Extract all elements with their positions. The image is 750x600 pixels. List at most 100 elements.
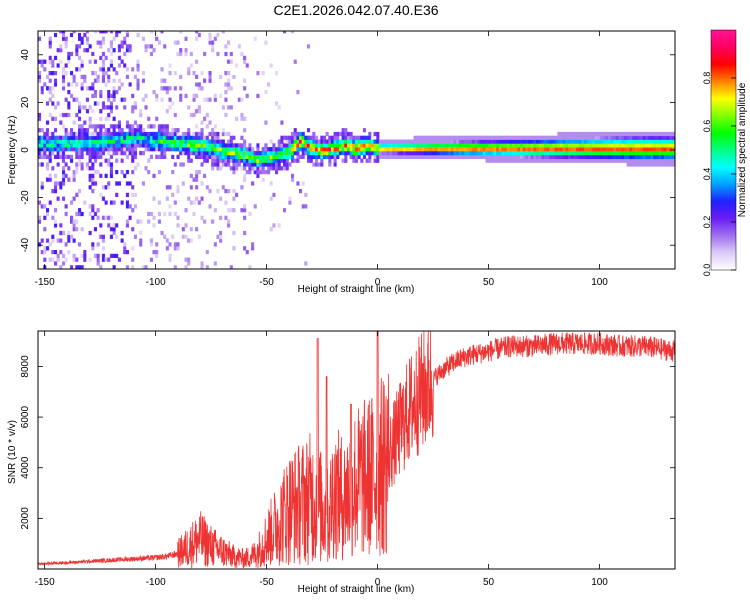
spectrogram-cell xyxy=(123,139,127,144)
spectrogram-cell xyxy=(75,192,79,198)
spectrogram-cell xyxy=(72,227,76,232)
spectrogram-cell xyxy=(421,143,425,148)
spectrogram-cell xyxy=(131,257,135,262)
spectrogram-cell xyxy=(203,51,207,57)
spectrogram-cell xyxy=(155,250,159,255)
spectrogram-cell xyxy=(85,166,89,171)
spectrogram-cell xyxy=(251,166,255,171)
spectrogram-cell xyxy=(229,147,233,152)
spectrogram-cell xyxy=(639,162,643,167)
spectrogram-cell xyxy=(669,139,673,144)
spectrogram-cell xyxy=(195,170,199,175)
spectrogram-cell xyxy=(224,51,228,57)
spectrogram-cell xyxy=(661,147,665,152)
spectrogram-cell xyxy=(141,97,145,102)
spectrogram-cell xyxy=(586,135,590,140)
spectrogram-cell xyxy=(56,253,60,259)
spectrogram-cell xyxy=(117,147,121,152)
spectrogram-cell xyxy=(184,135,188,140)
spectrogram-cell xyxy=(397,151,401,156)
spectrogram-cell xyxy=(639,154,643,160)
y-tick-label: -20 xyxy=(20,190,31,205)
spectrogram-cell xyxy=(54,82,58,87)
spectrogram-cell xyxy=(269,154,273,160)
spectrogram-cell xyxy=(661,131,665,137)
spectrogram-cell xyxy=(307,44,311,49)
spectrogram-cell xyxy=(445,143,449,148)
spectrogram-cell xyxy=(240,151,244,156)
spectrogram-cell xyxy=(450,147,454,152)
spectrogram-cell xyxy=(432,147,436,152)
spectrogram-cell xyxy=(189,238,193,243)
spectrogram-cell xyxy=(46,147,50,152)
spectrogram-cell xyxy=(517,143,521,148)
spectrogram-cell xyxy=(357,154,361,160)
spectrogram-cell xyxy=(584,139,588,144)
spectrogram-cell xyxy=(602,135,606,140)
spectrogram-cell xyxy=(631,131,635,137)
spectrogram-cell xyxy=(634,151,638,156)
spectrogram-cell xyxy=(445,154,449,160)
spectrogram-cell xyxy=(192,147,196,152)
spectrogram-cell xyxy=(549,147,553,152)
spectrogram-cell xyxy=(117,143,121,148)
y-tick-label: 0 xyxy=(20,147,31,153)
spectrogram-cell xyxy=(581,158,585,163)
spectrogram-cell xyxy=(168,97,172,102)
spectrogram-cell xyxy=(442,147,446,152)
spectrogram-cell xyxy=(96,208,100,213)
spectrogram-cell xyxy=(211,154,215,160)
spectrogram-cell xyxy=(181,234,185,239)
spectrogram-cell xyxy=(96,151,100,156)
spectrogram-cell xyxy=(663,147,667,152)
spectrogram-cell xyxy=(139,109,143,114)
spectrogram-cell xyxy=(352,147,356,152)
spectrogram-cell xyxy=(70,32,74,38)
spectrogram-cell xyxy=(64,143,68,148)
spectrogram-cell xyxy=(139,139,143,144)
spectrogram-cell xyxy=(506,147,510,152)
spectrogram-cell xyxy=(38,143,42,148)
spectrogram-cell xyxy=(144,147,148,152)
spectrogram-cell xyxy=(354,143,358,148)
spectrogram-cell xyxy=(509,135,513,140)
colorbar-label: Normalized spectral amplitude xyxy=(737,82,748,217)
x-tick-label: 0 xyxy=(375,577,381,588)
spectrogram-cell xyxy=(573,154,577,160)
spectrogram-cell xyxy=(48,78,52,83)
spectrogram-cell xyxy=(213,158,217,163)
spectrogram-cell xyxy=(99,265,103,269)
spectrogram-cell xyxy=(453,154,457,160)
spectrogram-cell xyxy=(370,147,374,152)
spectrogram-cell xyxy=(115,253,119,259)
spectrogram-cell xyxy=(48,55,52,61)
spectrogram-cell xyxy=(277,105,281,110)
spectrogram-cell xyxy=(67,154,71,160)
spectrogram-cell xyxy=(72,135,76,140)
spectrogram-cell xyxy=(149,51,153,57)
spectrogram-cell xyxy=(480,147,484,152)
spectrogram-cell xyxy=(205,151,209,156)
spectrogram-cell xyxy=(560,147,564,152)
spectrogram-cell xyxy=(197,131,201,137)
spectrogram-cell xyxy=(618,147,622,152)
spectrogram-cell xyxy=(663,151,667,156)
spectrogram-cell xyxy=(72,131,76,137)
spectrogram-cell xyxy=(235,192,239,198)
spectrogram-cell xyxy=(608,135,612,140)
spectrogram-cell xyxy=(560,139,564,144)
spectrogram-cell xyxy=(43,257,47,262)
spectrogram-cell xyxy=(344,151,348,156)
spectrogram-cell xyxy=(546,147,550,152)
spectrogram-cell xyxy=(54,250,58,255)
spectrogram-cell xyxy=(152,131,156,137)
spectrogram-cell xyxy=(544,135,548,140)
spectrogram-cell xyxy=(626,143,630,148)
spectrogram-cell xyxy=(402,139,406,144)
spectrogram-cell xyxy=(610,158,614,163)
spectrogram-cell xyxy=(554,143,558,148)
spectrogram-cell xyxy=(149,31,153,34)
spectrogram-cell xyxy=(229,265,233,269)
spectrogram-cell xyxy=(256,143,260,148)
spectrogram-cell xyxy=(229,208,233,213)
